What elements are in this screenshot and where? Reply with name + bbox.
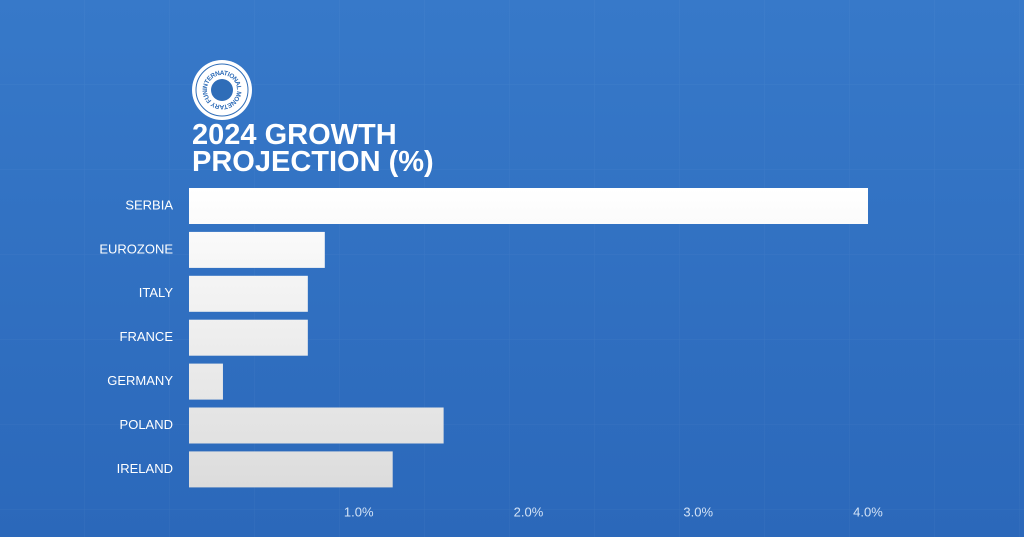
x-tick-label: 1.0% xyxy=(344,504,374,519)
chart-title: 2024 GROWTH PROJECTION (%) xyxy=(192,119,434,178)
bar xyxy=(189,363,223,400)
bar xyxy=(189,188,868,224)
y-tick-label: ITALY xyxy=(139,285,174,300)
y-tick-label: IRELAND xyxy=(117,461,173,476)
bar xyxy=(189,319,308,356)
bar xyxy=(189,407,444,444)
bar xyxy=(189,231,325,268)
y-tick-label: EUROZONE xyxy=(99,241,173,256)
x-tick-label: 2.0% xyxy=(514,504,544,519)
y-tick-label: FRANCE xyxy=(120,329,174,344)
bar xyxy=(189,275,308,312)
y-tick-label: POLAND xyxy=(120,417,173,432)
y-tick-label: SERBIA xyxy=(125,197,173,212)
x-tick-label: 3.0% xyxy=(683,504,713,519)
x-tick-label: 4.0% xyxy=(853,504,883,519)
bar xyxy=(189,451,393,488)
y-tick-label: GERMANY xyxy=(107,373,173,388)
